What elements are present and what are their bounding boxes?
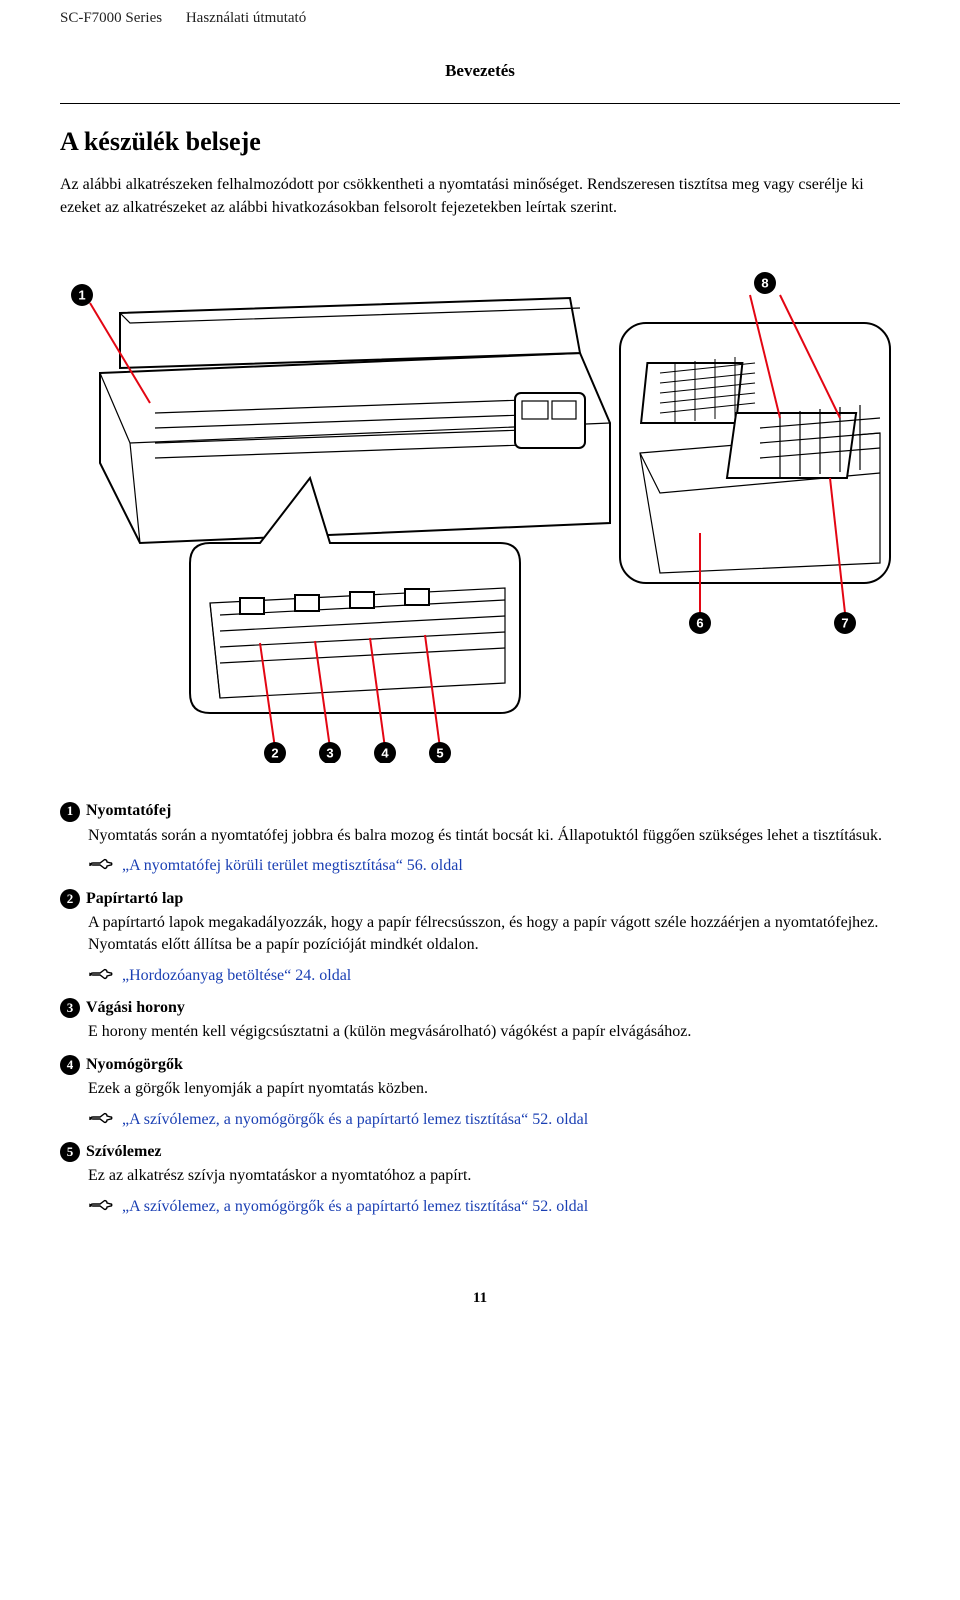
- list-item: 4 Nyomógörgők Ezek a görgők lenyomják a …: [60, 1054, 900, 1131]
- header-product: SC-F7000 Series: [60, 10, 162, 26]
- link-text: „A szívólemez, a nyomógörgők és a papírt…: [122, 1109, 588, 1131]
- list-item: 1 Nyomtatófej Nyomtatás során a nyomtató…: [60, 800, 900, 877]
- right-detail-panel: [620, 295, 890, 613]
- crossref-link[interactable]: „A szívólemez, a nyomógörgők és a papírt…: [88, 1196, 900, 1218]
- list-item: 5 Szívólemez Ez az alkatrész szívja nyom…: [60, 1141, 900, 1218]
- item-name: Nyomógörgők: [86, 1054, 183, 1076]
- item-badge: 3: [60, 998, 80, 1018]
- item-desc: Ezek a görgők lenyomják a papírt nyomtat…: [88, 1078, 900, 1100]
- page-title: A készülék belseje: [60, 124, 900, 160]
- list-item: 3 Vágási horony E horony mentén kell vég…: [60, 997, 900, 1044]
- crossref-link[interactable]: „A nyomtatófej körüli terület megtisztít…: [88, 855, 900, 877]
- callout-7: 7: [841, 615, 848, 630]
- item-desc: A papírtartó lapok megakadályozzák, hogy…: [88, 912, 900, 957]
- item-desc: E horony mentén kell végigcsúsztatni a (…: [88, 1021, 900, 1043]
- link-text: „A szívólemez, a nyomógörgők és a papírt…: [122, 1196, 588, 1218]
- item-badge: 2: [60, 889, 80, 909]
- pointing-hand-icon: [88, 1111, 114, 1129]
- item-badge: 1: [60, 802, 80, 822]
- item-name: Nyomtatófej: [86, 800, 171, 822]
- callout-6: 6: [696, 615, 703, 630]
- pointing-hand-icon: [88, 967, 114, 985]
- pointing-hand-icon: [88, 1198, 114, 1216]
- callout-8: 8: [761, 275, 768, 290]
- item-name: Vágási horony: [86, 997, 185, 1019]
- intro-paragraph: Az alábbi alkatrészeken felhalmozódott p…: [60, 174, 900, 219]
- callout-1: 1: [78, 287, 85, 302]
- callout-2: 2: [271, 745, 278, 760]
- item-badge: 5: [60, 1142, 80, 1162]
- item-name: Szívólemez: [86, 1141, 162, 1163]
- callout-5: 5: [436, 745, 443, 760]
- callout-3: 3: [326, 745, 333, 760]
- printer-body: [100, 298, 610, 543]
- link-text: „A nyomtatófej körüli terület megtisztít…: [122, 855, 463, 877]
- item-name: Papírtartó lap: [86, 888, 183, 910]
- item-desc: Nyomtatás során a nyomtatófej jobbra és …: [88, 825, 900, 847]
- parts-list: 1 Nyomtatófej Nyomtatás során a nyomtató…: [60, 800, 900, 1218]
- item-badge: 4: [60, 1055, 80, 1075]
- callout-4: 4: [381, 745, 389, 760]
- list-item: 2 Papírtartó lap A papírtartó lapok mega…: [60, 888, 900, 988]
- page-number: 11: [60, 1288, 900, 1309]
- crossref-link[interactable]: „A szívólemez, a nyomógörgők és a papírt…: [88, 1109, 900, 1131]
- link-text: „Hordozóanyag betöltése“ 24. oldal: [122, 965, 351, 987]
- header-doctype: Használati útmutató: [186, 10, 306, 26]
- crossref-link[interactable]: „Hordozóanyag betöltése“ 24. oldal: [88, 965, 900, 987]
- divider: [60, 103, 900, 104]
- section-label: Bevezetés: [60, 59, 900, 83]
- running-header: SC-F7000 Series Használati útmutató: [60, 8, 900, 29]
- page: SC-F7000 Series Használati útmutató Beve…: [0, 0, 960, 1339]
- printer-diagram: .ln { stroke:#000; stroke-width:2; fill:…: [60, 243, 900, 763]
- pointing-hand-icon: [88, 857, 114, 875]
- item-desc: Ez az alkatrész szívja nyomtatáskor a ny…: [88, 1165, 900, 1187]
